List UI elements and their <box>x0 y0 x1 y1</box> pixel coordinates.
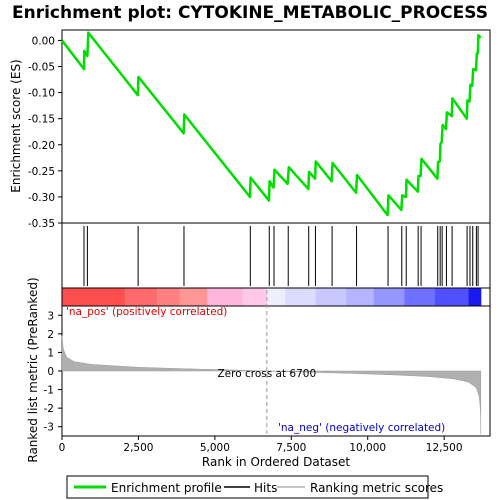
rank-ytick-label: -1 <box>44 385 54 397</box>
ranking-colorbar <box>61 287 491 307</box>
colorbar-segment <box>468 288 482 306</box>
es-ytick-label: -0.25 <box>28 166 55 178</box>
enrichment-profile-line <box>61 31 482 217</box>
colorbar-segment <box>315 288 347 306</box>
es-ytick-label: -0.15 <box>28 114 55 126</box>
colorbar-segment <box>124 288 158 306</box>
chart-title: Enrichment plot: CYTOKINE_METABOLIC_PROC… <box>12 3 488 23</box>
rank-ylabel: Ranked list metric (PreRanked) <box>26 277 40 462</box>
es-y-axis: 0.00 -0.05 -0.10 -0.15 -0.20 -0.25 -0.30 -0.35 <box>28 35 62 230</box>
colorbar-segment <box>156 288 181 306</box>
rank-ytick-label: -2 <box>44 403 54 415</box>
hit-lines <box>83 226 479 286</box>
legend-hits-label: Hits <box>254 481 277 495</box>
ranking-metric-panel: Zero cross at 6700 'na_pos' (positively … <box>26 277 491 469</box>
rank-ytick-label: 3 <box>47 310 54 322</box>
colorbar-segment <box>179 288 208 306</box>
es-ytick-label: -0.30 <box>28 192 55 204</box>
colorbar-segment <box>242 288 268 306</box>
positive-correlation-label: 'na_pos' (positively correlated) <box>66 306 227 318</box>
rank-xtick-label: 10,000 <box>349 442 386 454</box>
colorbar-segment <box>266 288 286 306</box>
es-ytick-label: 0.00 <box>32 35 55 47</box>
rank-ytick-label: 1 <box>47 347 54 359</box>
colorbar-segment <box>434 288 470 306</box>
colorbar-segment <box>404 288 436 306</box>
rank-xtick-label: 0 <box>59 442 66 454</box>
es-panel: 0.00-0.05-0.10-0.15-0.20-0.25-0.30-0.35 … <box>9 29 491 230</box>
colorbar-segment <box>62 288 126 306</box>
rank-ytick-label: 2 <box>47 329 54 341</box>
rank-xtick-label: 5,000 <box>200 442 230 454</box>
legend-enrichment-label: Enrichment profile <box>111 481 222 495</box>
colorbar-segment <box>346 288 375 306</box>
rank-xtick-label: 2,500 <box>123 442 153 454</box>
rank-ytick-label: 0 <box>47 366 54 378</box>
negative-correlation-label: 'na_neg' (negatively correlated) <box>278 422 445 434</box>
zero-cross-label: Zero cross at 6700 <box>217 368 316 380</box>
hits-panel <box>61 222 491 289</box>
rank-ytick-label: -3 <box>44 422 54 434</box>
legend: Enrichment profile Hits Ranking metric s… <box>66 475 443 499</box>
es-ytick-label: -0.20 <box>28 140 55 152</box>
rank-xtick-label: 12,500 <box>426 442 463 454</box>
rank-y-axis: 3 2 1 0 -1 -2 -3 <box>44 310 62 434</box>
es-ytick-label: -0.05 <box>28 62 55 74</box>
es-ytick-label: -0.35 <box>28 218 55 230</box>
rank-xlabel: Rank in Ordered Dataset <box>202 455 350 469</box>
rank-x-axis: 0 2,500 5,000 7,500 10,000 12,500 <box>59 436 463 454</box>
ranking-metric-area <box>61 335 482 435</box>
colorbar-segment <box>285 288 317 306</box>
hits-panel-frame <box>61 222 491 289</box>
colorbar-segment <box>207 288 243 306</box>
es-panel-frame <box>61 29 491 224</box>
es-ytick-label: -0.10 <box>28 88 55 100</box>
colorbar-segment <box>373 288 405 306</box>
rank-xtick-label: 7,500 <box>276 442 306 454</box>
legend-ranking-label: Ranking metric scores <box>310 481 443 495</box>
es-ylabel: Enrichment score (ES) <box>9 59 23 192</box>
